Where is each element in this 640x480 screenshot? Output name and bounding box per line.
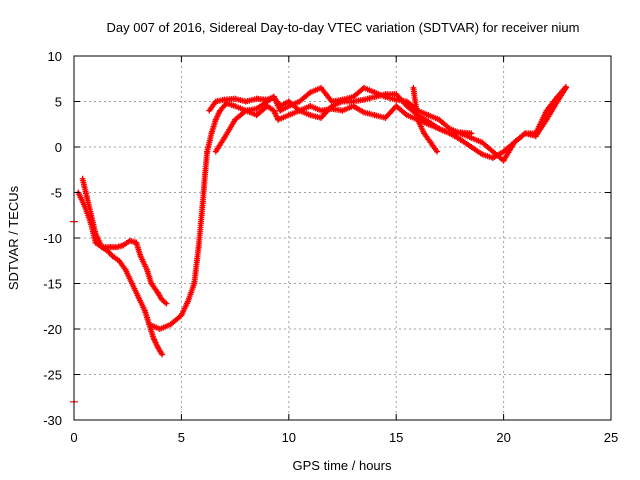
- y-tick-label: -15: [43, 277, 62, 292]
- x-tick-label: 0: [70, 430, 77, 445]
- data-series: [70, 83, 569, 403]
- y-tick-label: -30: [43, 413, 62, 428]
- y-tick-label: 0: [55, 140, 62, 155]
- data-point-marker: [402, 111, 409, 117]
- axis-ticks: 0 5 10 15 20 25 10 5 0 -5 -10 -15 -20 -25 -30: [43, 49, 618, 445]
- data-point-marker: [295, 106, 302, 113]
- data-point-marker: [445, 124, 452, 131]
- y-tick-label: -25: [43, 368, 62, 383]
- data-point-marker: [520, 131, 527, 138]
- x-tick-label: 5: [178, 430, 185, 445]
- x-tick-label: 15: [389, 430, 403, 445]
- data-point-marker: [241, 108, 248, 115]
- y-tick-label: 5: [55, 95, 62, 110]
- series-trace-3: [147, 101, 473, 331]
- y-tick-label: -20: [43, 322, 62, 337]
- x-tick-label: 25: [604, 430, 618, 445]
- x-tick-label: 20: [496, 430, 510, 445]
- y-tick-label: -10: [43, 231, 62, 246]
- y-axis-label: SDTVAR / TECUs: [6, 185, 21, 290]
- x-tick-label: 10: [282, 430, 296, 445]
- y-tick-label: 10: [48, 49, 62, 64]
- data-point-marker: [562, 83, 569, 90]
- chart-title: Day 007 of 2016, Sidereal Day-to-day VTE…: [106, 20, 579, 35]
- x-axis-label: GPS time / hours: [293, 458, 392, 473]
- data-point-marker: [163, 300, 170, 307]
- data-point-marker: [159, 351, 166, 358]
- y-tick-label: -5: [50, 186, 62, 201]
- data-point-marker: [434, 148, 440, 155]
